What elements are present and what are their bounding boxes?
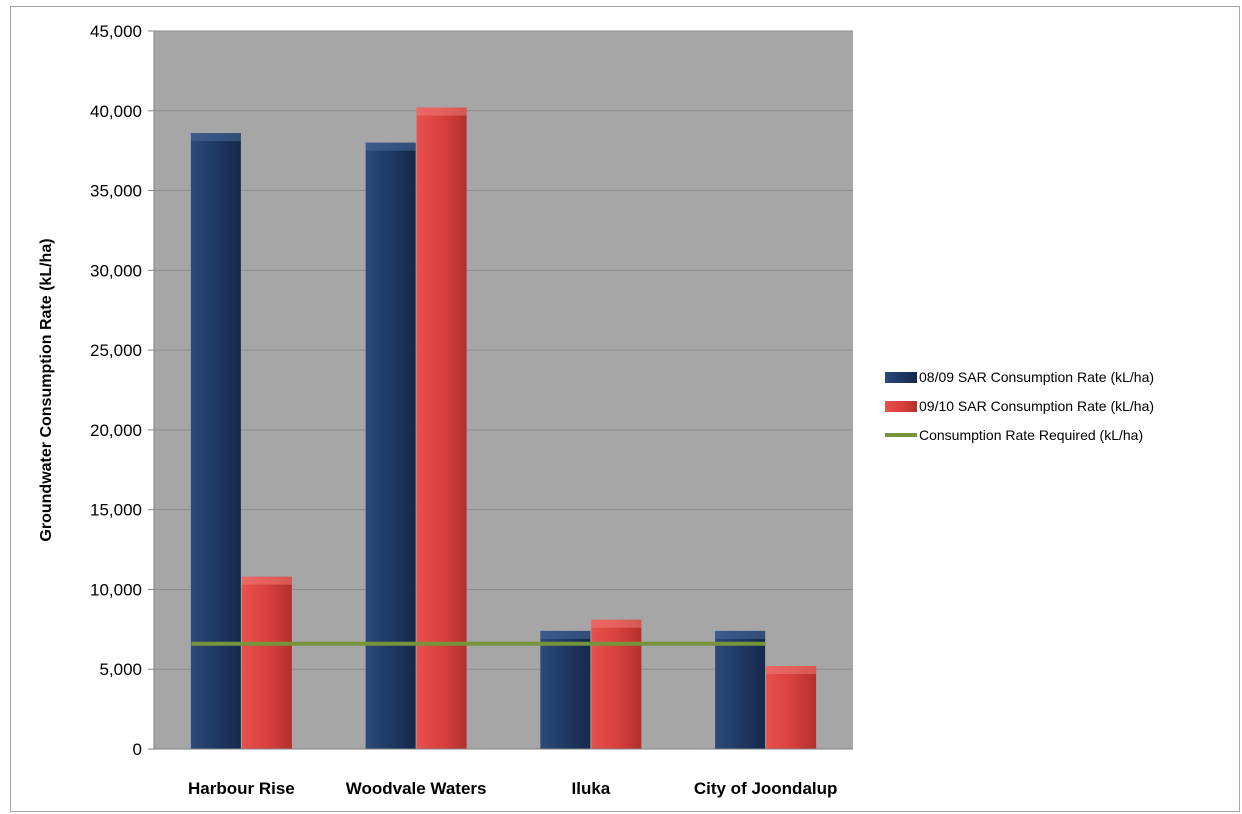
- y-tick-label: 40,000: [90, 102, 142, 121]
- x-tick-label: Woodvale Waters: [346, 779, 487, 798]
- y-tick-label: 20,000: [90, 421, 142, 440]
- y-tick-label: 25,000: [90, 341, 142, 360]
- x-tick-label: Harbour Rise: [188, 779, 295, 798]
- x-tick-labels: Harbour Rise Woodvale Waters Iluka City of …: [188, 779, 837, 798]
- legend-label: Consumption Rate Required (kL/ha): [919, 427, 1143, 443]
- y-tick-label: 45,000: [90, 22, 142, 41]
- y-tick-label: 35,000: [90, 182, 142, 201]
- bar-0809: [190, 133, 241, 750]
- x-tick-label: City of Joondalup: [694, 779, 838, 798]
- bar-0910: [766, 666, 817, 749]
- bar-highlight: [416, 107, 467, 116]
- y-tick-labels: 0 5,000 10,000 15,000 20,000 25,000 30,000 35,0…: [90, 22, 142, 759]
- bar-highlight: [540, 630, 591, 639]
- legend-label: 08/09 SAR Consumption Rate (kL/ha): [919, 369, 1154, 385]
- y-tick-label: 15,000: [90, 501, 142, 520]
- legend-swatch: [885, 372, 917, 383]
- bar-highlight: [190, 133, 241, 142]
- y-axis-label: Groundwater Consumption Rate (kL/ha): [38, 238, 55, 541]
- y-tick-label: 5,000: [99, 660, 142, 679]
- bar-0910: [416, 107, 467, 749]
- bar-0910: [241, 576, 292, 749]
- bar-highlight: [591, 619, 642, 628]
- bar-0809: [715, 630, 766, 749]
- bars: [190, 107, 817, 750]
- axes: [148, 30, 853, 750]
- bar-0809: [540, 630, 591, 749]
- x-tick-label: Iluka: [572, 779, 611, 798]
- legend: 08/09 SAR Consumption Rate (kL/ha) 09/10 …: [885, 369, 1154, 443]
- bar-highlight: [715, 630, 766, 639]
- bar-0910: [591, 619, 642, 749]
- y-tick-label: 30,000: [90, 261, 142, 280]
- bar-highlight: [241, 576, 292, 585]
- y-tick-label: 10,000: [90, 580, 142, 599]
- bar-highlight: [766, 666, 817, 675]
- bar-highlight: [365, 142, 416, 151]
- legend-swatch: [885, 401, 917, 412]
- legend-label: 09/10 SAR Consumption Rate (kL/ha): [919, 398, 1154, 414]
- y-tick-label: 0: [133, 740, 142, 759]
- bar-0809: [365, 142, 416, 749]
